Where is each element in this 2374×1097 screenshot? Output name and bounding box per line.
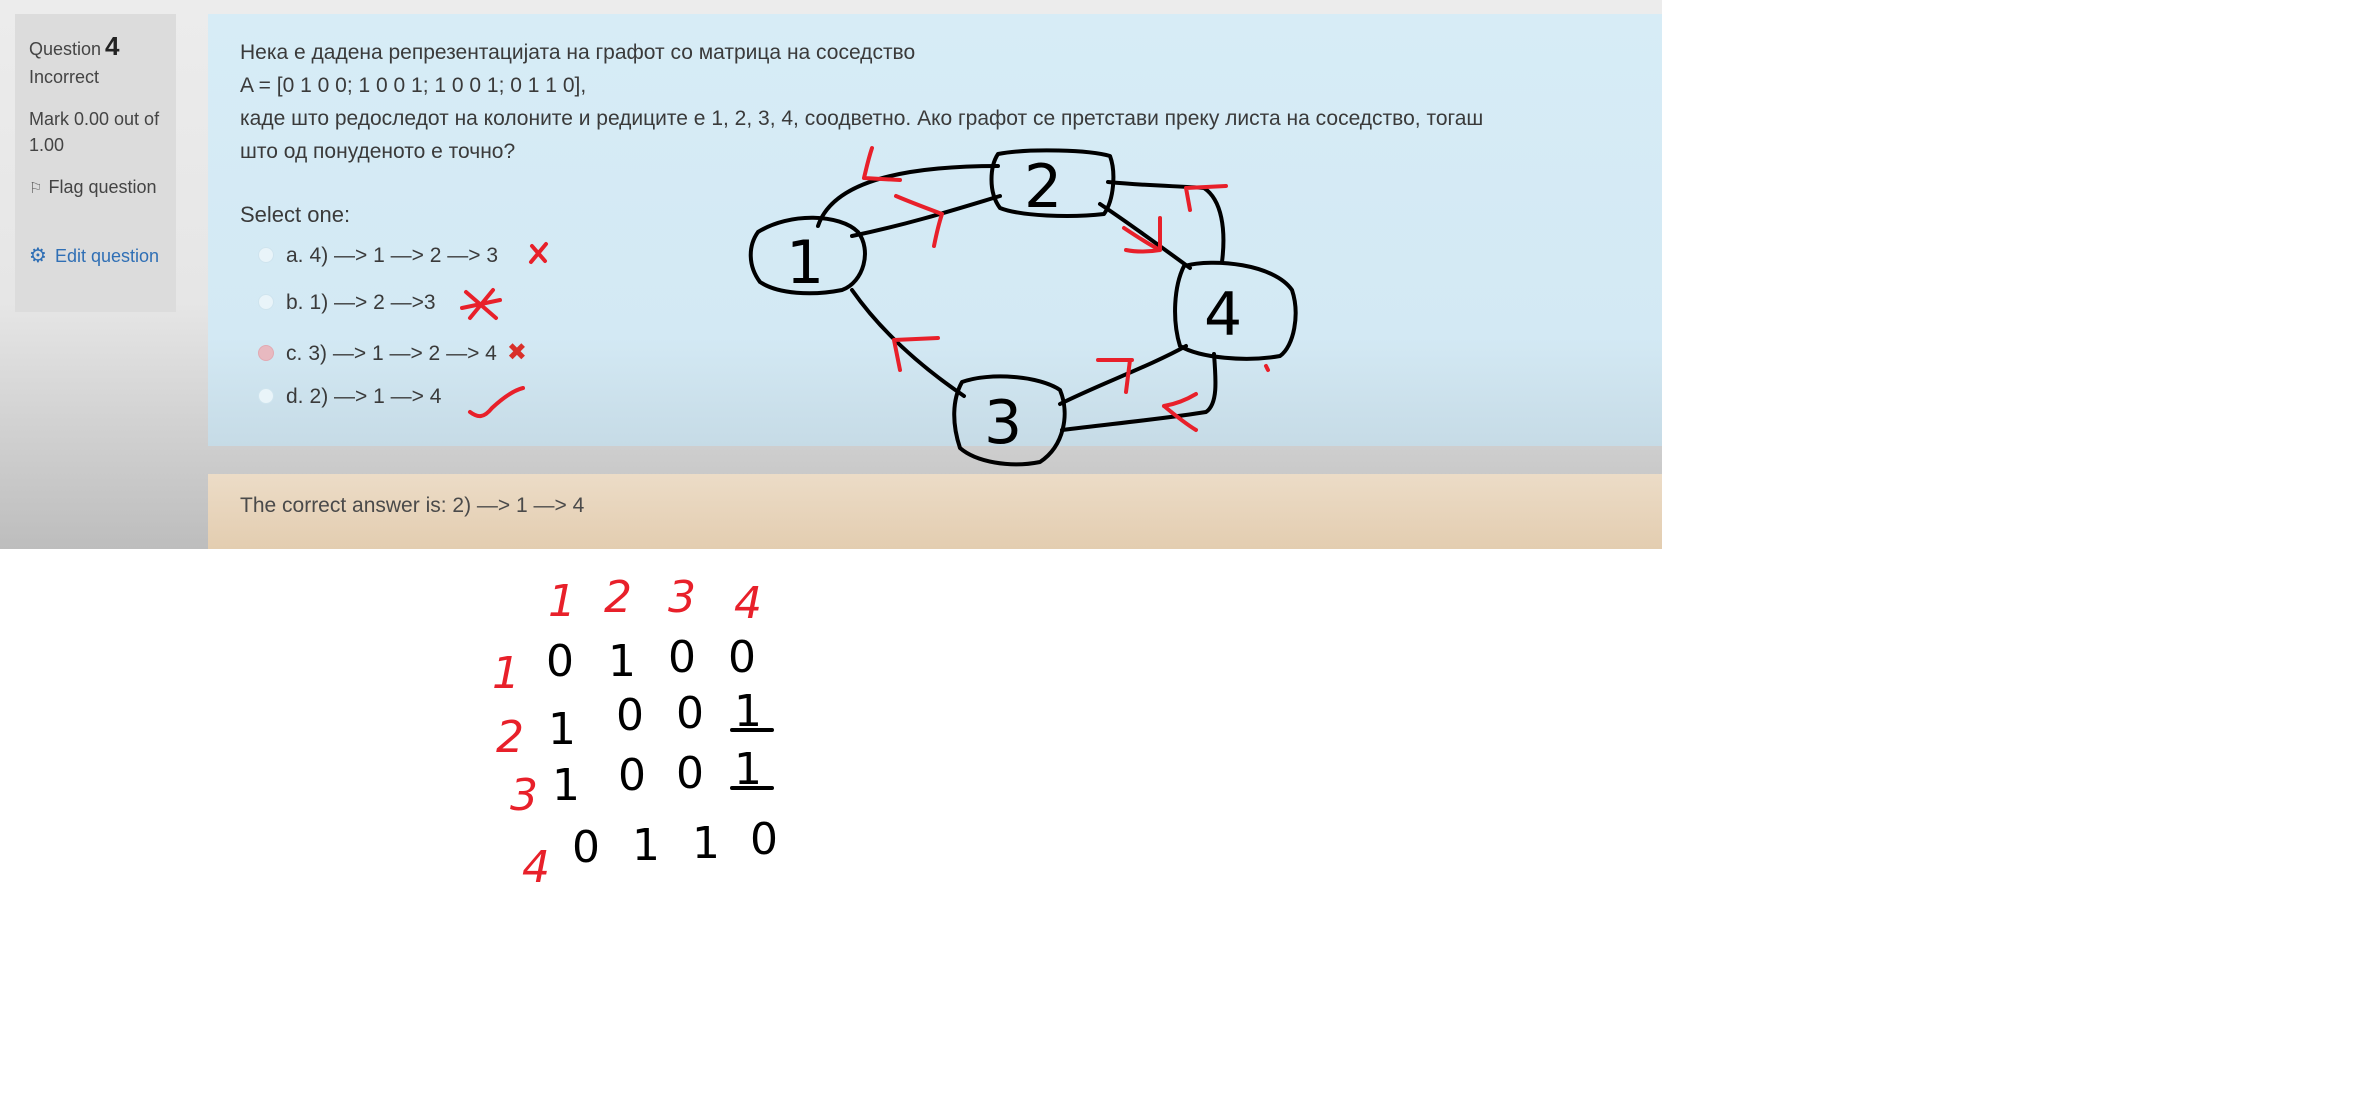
matrix-cell: 0 [546,636,574,687]
option-c-text: 3) —> 1 —> 2 —> 4 [308,342,497,365]
graph-node-label: 4 [1204,280,1242,350]
option-c[interactable]: c. 3) —> 1 —> 2 —> 4 ✖ [258,338,527,367]
matrix-col-header: 4 [734,578,762,629]
option-a-text: 4) —> 1 —> 2 —> 3 [309,244,499,267]
matrix-col-header: 1 [548,576,576,627]
graph-edges [816,164,1226,432]
question-word: Question [29,39,102,59]
option-b[interactable]: b. 1) —> 2 —>3 [258,291,436,315]
option-b-text: 1) —> 2 —>3 [309,291,436,314]
matrix-row-header: 3 [510,770,538,821]
edit-question-link[interactable]: ⚙ Edit question [29,242,169,271]
cross-mark-icon [460,288,502,320]
matrix-cell: 0 [616,690,644,741]
flag-question-button[interactable]: ⚐ Flag question [29,174,169,200]
option-a[interactable]: a. 4) —> 1 —> 2 —> 3 [258,244,498,268]
graph-node-1: 1 [748,215,867,298]
adjacency-matrix: 1 2 3 4 1 2 3 4 0 1 0 0 1 0 0 1 1 0 0 1 … [492,572,778,893]
matrix-cell: 0 [668,632,696,683]
underline-mark [730,728,774,790]
question-state: Incorrect [29,67,100,87]
matrix-cell: 0 [676,688,704,739]
graph-edge-arrows [862,146,1270,432]
matrix-cell: 0 [750,814,778,865]
correct-answer-text: The correct answer is: 2) —> 1 —> 4 [240,494,585,517]
matrix-cell: 0 [676,748,704,799]
graph-node-label: 1 [786,228,824,298]
graph-node-label: 3 [984,388,1022,458]
option-d-text: 2) —> 1 —> 4 [309,385,442,408]
graph-node-3: 3 [952,374,1067,467]
question-text: Нека е дадена репрезентацијата на графот… [240,36,1650,168]
matrix-col-header: 3 [668,572,696,623]
option-d-radio[interactable] [258,388,274,404]
gear-icon: ⚙ [29,245,47,267]
question-number-label: Question 4 [29,28,120,66]
question-mark: Mark 0.00 out of 1.00 [29,109,160,156]
graph-node-label: 2 [1024,152,1062,222]
option-d[interactable]: d. 2) —> 1 —> 4 [258,385,441,409]
graph-node-2: 2 [989,148,1116,222]
matrix-cell: 0 [728,632,756,683]
flag-question-label: Flag question [48,177,157,197]
option-b-letter: b. [286,291,304,314]
option-c-radio[interactable] [258,345,274,361]
matrix-cell: 1 [692,818,720,869]
edit-question-label: Edit question [54,246,160,266]
matrix-cell: 1 [632,820,660,871]
select-one-label: Select one: [240,202,351,227]
check-mark-icon [468,386,525,419]
option-d-letter: d. [286,385,304,408]
question-line-1: Нека е дадена репрезентацијата на графот… [240,41,916,64]
flag-icon: ⚐ [29,180,43,197]
matrix-row-header: 1 [492,648,520,699]
matrix-row-header: 4 [522,842,550,893]
option-c-letter: c. [286,342,303,365]
option-a-letter: a. [286,244,304,267]
matrix-cell: 0 [618,750,646,801]
graph-node-4: 4 [1173,260,1298,361]
feedback-box: The correct answer is: 2) —> 1 —> 4 [208,474,1662,549]
incorrect-mark-icon: ✖ [506,339,527,366]
question-info-panel: Question 4 Incorrect Mark 0.00 out of 1.0… [15,14,176,312]
matrix-row-header: 2 [496,712,524,763]
matrix-col-header: 2 [604,572,632,623]
cross-mark-icon [529,242,548,264]
question-number: 4 [105,31,120,61]
option-a-radio[interactable] [258,247,274,263]
question-line-3: каде што редоследот на колоните и редици… [240,107,1484,130]
matrix-cell: 1 [608,636,636,687]
question-line-2: A = [0 1 0 0; 1 0 0 1; 1 0 0 1; 0 1 1 0]… [240,74,587,97]
question-line-4: што од понуденото е точно? [240,140,516,163]
matrix-cell: 0 [572,822,600,873]
matrix-cell: 1 [552,760,580,811]
matrix-cell: 1 [548,704,576,755]
option-b-radio[interactable] [258,294,274,310]
